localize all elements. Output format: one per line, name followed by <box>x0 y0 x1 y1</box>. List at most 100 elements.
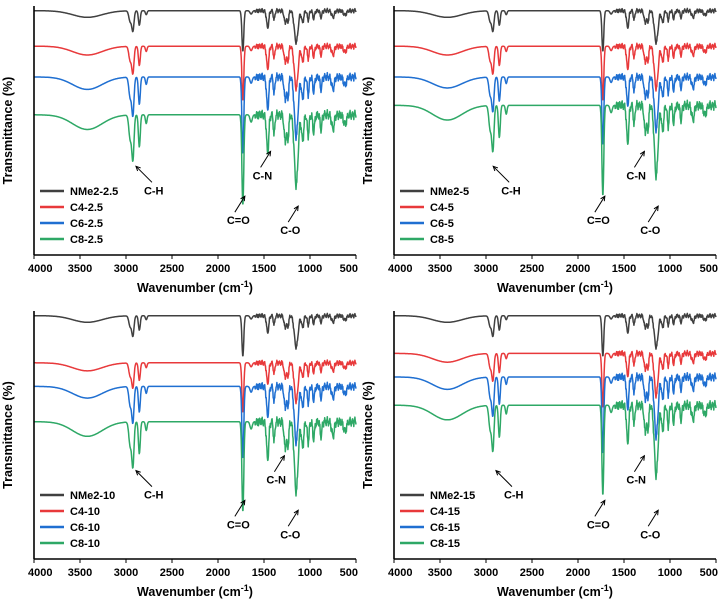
x-tick-label: 1500 <box>612 567 636 579</box>
annotation-arrowhead <box>293 205 299 212</box>
annotation-arrowhead <box>240 195 246 202</box>
x-tick-label: 2500 <box>520 567 544 579</box>
annotation-arrow <box>633 455 645 472</box>
legend-label: NMe2-10 <box>70 490 115 502</box>
band-annotations: C-H C=O C-N C-O <box>135 454 301 541</box>
x-tick-label: 3000 <box>114 567 138 579</box>
legend-label: C6-15 <box>430 522 460 534</box>
annotation-label: C-N <box>626 170 646 182</box>
x-tick-label: 2500 <box>160 263 184 275</box>
legend-label: C8-2.5 <box>70 234 103 246</box>
annotation-arrow <box>135 165 153 183</box>
annotation-arrow <box>260 151 272 168</box>
y-axis-title: Transmittance (%) <box>1 77 15 185</box>
legend-label: C4-10 <box>70 506 100 518</box>
series-line-c6-2.5 <box>33 71 357 154</box>
x-tick-label: 4000 <box>388 263 412 275</box>
annotation-label: C-N <box>253 170 273 182</box>
legend: NMe2-15 C4-15 C6-15 C8-15 <box>400 490 475 550</box>
annotation-arrowhead <box>492 165 499 172</box>
x-tick-label: 500 <box>340 567 358 579</box>
series-line-nme2-5 <box>393 7 717 52</box>
annotation-arrow <box>135 470 153 487</box>
series-lines <box>393 312 717 495</box>
series-line-c6-10 <box>33 381 357 459</box>
x-tick-label: 2000 <box>206 263 230 275</box>
annotation-arrowhead <box>600 499 606 506</box>
series-line-c4-10 <box>33 359 357 413</box>
annotation-arrow <box>287 510 299 527</box>
x-tick-label: 4000 <box>28 263 52 275</box>
annotation-arrowhead <box>600 195 606 202</box>
ir-chart-10: 4000 3500 3000 2500 2000 1500 1000 500 Wavenumbe… <box>1 311 358 599</box>
series-line-nme2-15 <box>393 312 717 357</box>
legend-label: C4-2.5 <box>70 202 103 214</box>
x-tick-label: 1500 <box>252 263 276 275</box>
annotation-arrow <box>492 165 510 183</box>
x-tick-label: 2000 <box>206 567 230 579</box>
x-axis-title: Wavenumber (cm-1) <box>137 583 253 599</box>
series-line-c8-10 <box>33 415 357 512</box>
series-lines <box>33 312 357 512</box>
x-tick-label: 1000 <box>298 567 322 579</box>
x-tick-label: 2000 <box>566 567 590 579</box>
legend-label: C8-5 <box>430 234 454 246</box>
annotation-arrowhead <box>240 499 246 506</box>
annotation-arrow <box>273 455 285 472</box>
series-line-nme2-10 <box>33 312 357 357</box>
x-tick-label: 1500 <box>612 263 636 275</box>
x-tick-label: 1000 <box>658 263 682 275</box>
legend-label: C6-5 <box>430 218 454 230</box>
x-tick-label: 3500 <box>68 263 92 275</box>
x-tick-label: 2500 <box>520 263 544 275</box>
annotation-arrowhead <box>135 165 141 172</box>
annotation-label: C-H <box>144 185 164 197</box>
annotation-arrowhead <box>293 509 299 516</box>
y-axis-title: Transmittance (%) <box>361 77 375 185</box>
x-axis-title: Wavenumber (cm-1) <box>497 279 613 295</box>
annotation-arrow <box>594 500 606 517</box>
x-tick-label: 3500 <box>68 567 92 579</box>
x-tick-label: 2500 <box>160 567 184 579</box>
x-tick-label: 3500 <box>428 567 452 579</box>
legend-label: C4-5 <box>430 202 454 214</box>
band-annotations: C-H C=O C-N C-O <box>495 454 661 541</box>
x-axis-title: Wavenumber (cm-1) <box>497 583 613 599</box>
x-tick-label: 1500 <box>252 567 276 579</box>
series-line-c4-2.5 <box>33 42 357 101</box>
annotation-label: C-O <box>640 529 661 541</box>
annotation-label: C-N <box>626 475 646 487</box>
annotation-arrow <box>633 151 645 168</box>
legend: NMe2-2.5 C4-2.5 C6-2.5 C8-2.5 <box>40 186 118 246</box>
annotation-label: C-H <box>501 185 521 197</box>
annotation-arrowhead <box>266 150 272 157</box>
x-axis-title: Wavenumber (cm-1) <box>137 279 253 295</box>
annotation-arrowhead <box>639 454 646 461</box>
annotation-arrow <box>234 195 246 213</box>
legend-label: NMe2-5 <box>430 186 469 198</box>
annotation-label: C=O <box>227 215 250 227</box>
annotation-label: C-H <box>504 490 524 502</box>
x-tick-label: 1000 <box>658 567 682 579</box>
annotation-arrow <box>594 195 606 213</box>
annotation-label: C=O <box>227 519 250 531</box>
chart-panel-2-5: 4000 3500 3000 2500 2000 1500 1000 500 Wavenumbe… <box>0 0 360 305</box>
series-line-nme2-2.5 <box>33 7 357 52</box>
x-tick-label: 3000 <box>114 263 138 275</box>
series-lines <box>33 7 357 205</box>
x-tick-label: 1000 <box>298 263 322 275</box>
series-line-c4-5 <box>393 42 717 101</box>
chart-panel-5: 4000 3500 3000 2500 2000 1500 1000 500 Wavenumbe… <box>360 0 720 305</box>
annotation-arrowhead <box>653 509 659 516</box>
x-tick-label: 3000 <box>474 567 498 579</box>
legend-label: NMe2-2.5 <box>70 186 118 198</box>
x-tick-label: 3500 <box>428 263 452 275</box>
legend: NMe2-5 C4-5 C6-5 C8-5 <box>400 186 469 246</box>
annotation-arrow <box>647 205 659 223</box>
x-tick-label: 3000 <box>474 263 498 275</box>
legend-label: C8-10 <box>70 538 100 550</box>
annotation-label: C=O <box>587 215 610 227</box>
annotation-arrowhead <box>495 469 501 476</box>
band-annotations: C-H C=O C-N C-O <box>135 150 301 237</box>
annotation-label: C-O <box>280 225 301 237</box>
